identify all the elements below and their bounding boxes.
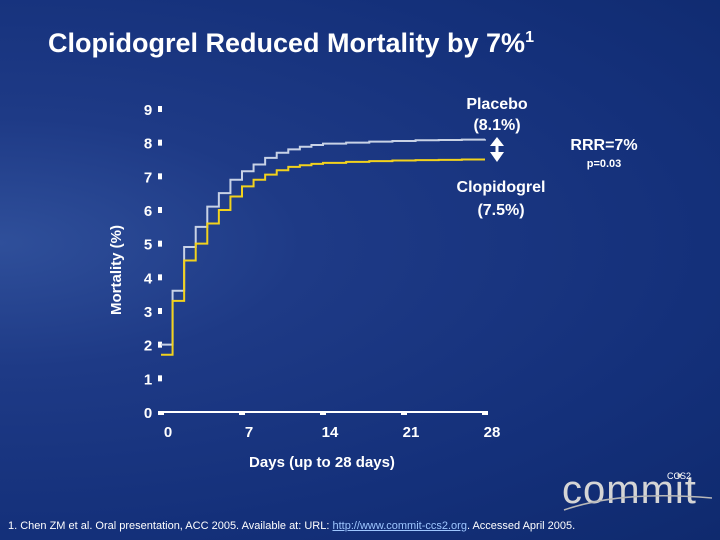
x-tick-label: 14	[322, 424, 339, 441]
x-tick-mark	[482, 411, 488, 415]
chart-axes: 0 1 2 3 4 5 6 7 8 9 0 7 14 21 28 Days (up to 28 days) Mo…	[108, 102, 500, 471]
clopidogrel-value: (7.5%)	[477, 202, 524, 219]
y-tick-mark	[158, 139, 162, 146]
title-footnote-marker: 1	[525, 29, 534, 46]
x-tick-mark	[320, 411, 326, 415]
y-tick-label: 4	[144, 270, 153, 287]
placebo-label: Placebo	[466, 96, 528, 113]
y-tick-mark	[158, 274, 162, 281]
clopidogrel-label: Clopidogrel	[457, 179, 546, 196]
chart-annotations: Placebo (8.1%) Clopidogrel (7.5%) RRR=7% p=0.…	[457, 96, 638, 219]
y-tick-label: 8	[144, 136, 152, 153]
y-tick-mark	[158, 207, 162, 213]
y-axis-label: Mortality (%)	[108, 225, 125, 315]
footnote: 1. Chen ZM et al. Oral presentation, ACC…	[8, 520, 575, 532]
y-tick-mark	[158, 308, 162, 314]
clopidogrel-line	[161, 158, 485, 356]
y-tick-label: 5	[144, 237, 152, 254]
p-value-label: p=0.03	[587, 158, 622, 170]
logo-swoosh-icon	[563, 494, 712, 511]
x-axis-label: Days (up to 28 days)	[249, 454, 395, 471]
y-tick-label: 0	[144, 405, 152, 422]
y-tick-label: 6	[144, 203, 152, 220]
x-tick-label: 28	[484, 424, 501, 441]
y-tick-label: 9	[144, 102, 152, 119]
y-tick-label: 2	[144, 338, 152, 355]
x-tick-label: 0	[164, 424, 172, 441]
y-tick-mark	[158, 375, 162, 382]
footnote-text-end: . Accessed April 2005.	[466, 520, 576, 532]
arrow-down-icon	[490, 152, 504, 162]
rrr-label: RRR=7%	[570, 137, 637, 154]
y-tick-mark	[158, 341, 162, 348]
chart-lines	[161, 138, 486, 356]
x-tick-mark	[401, 411, 407, 415]
page-title: Clopidogrel Reduced Mortality by 7%1	[48, 28, 534, 59]
title-text: Clopidogrel Reduced Mortality by 7%	[48, 28, 526, 58]
y-tick-label: 3	[144, 304, 152, 321]
y-tick-label: 7	[144, 169, 152, 186]
footnote-link[interactable]: http://www.commit-ccs2.org	[332, 520, 467, 532]
y-tick-mark	[158, 173, 162, 180]
placebo-line	[161, 138, 486, 346]
y-tick-mark	[158, 240, 162, 247]
arrow-up-icon	[490, 137, 504, 146]
logo-tag: CCS2	[667, 471, 692, 481]
x-tick-label: 21	[403, 424, 420, 441]
footnote-text: 1. Chen ZM et al. Oral presentation, ACC…	[8, 520, 333, 532]
y-tick-mark	[158, 106, 162, 112]
commit-logo: commit CCS2	[562, 468, 712, 513]
x-tick-mark	[158, 411, 164, 415]
y-tick-label: 1	[144, 371, 152, 388]
x-tick-mark	[239, 411, 245, 415]
x-tick-label: 7	[245, 424, 253, 441]
placebo-value: (8.1%)	[473, 117, 520, 134]
